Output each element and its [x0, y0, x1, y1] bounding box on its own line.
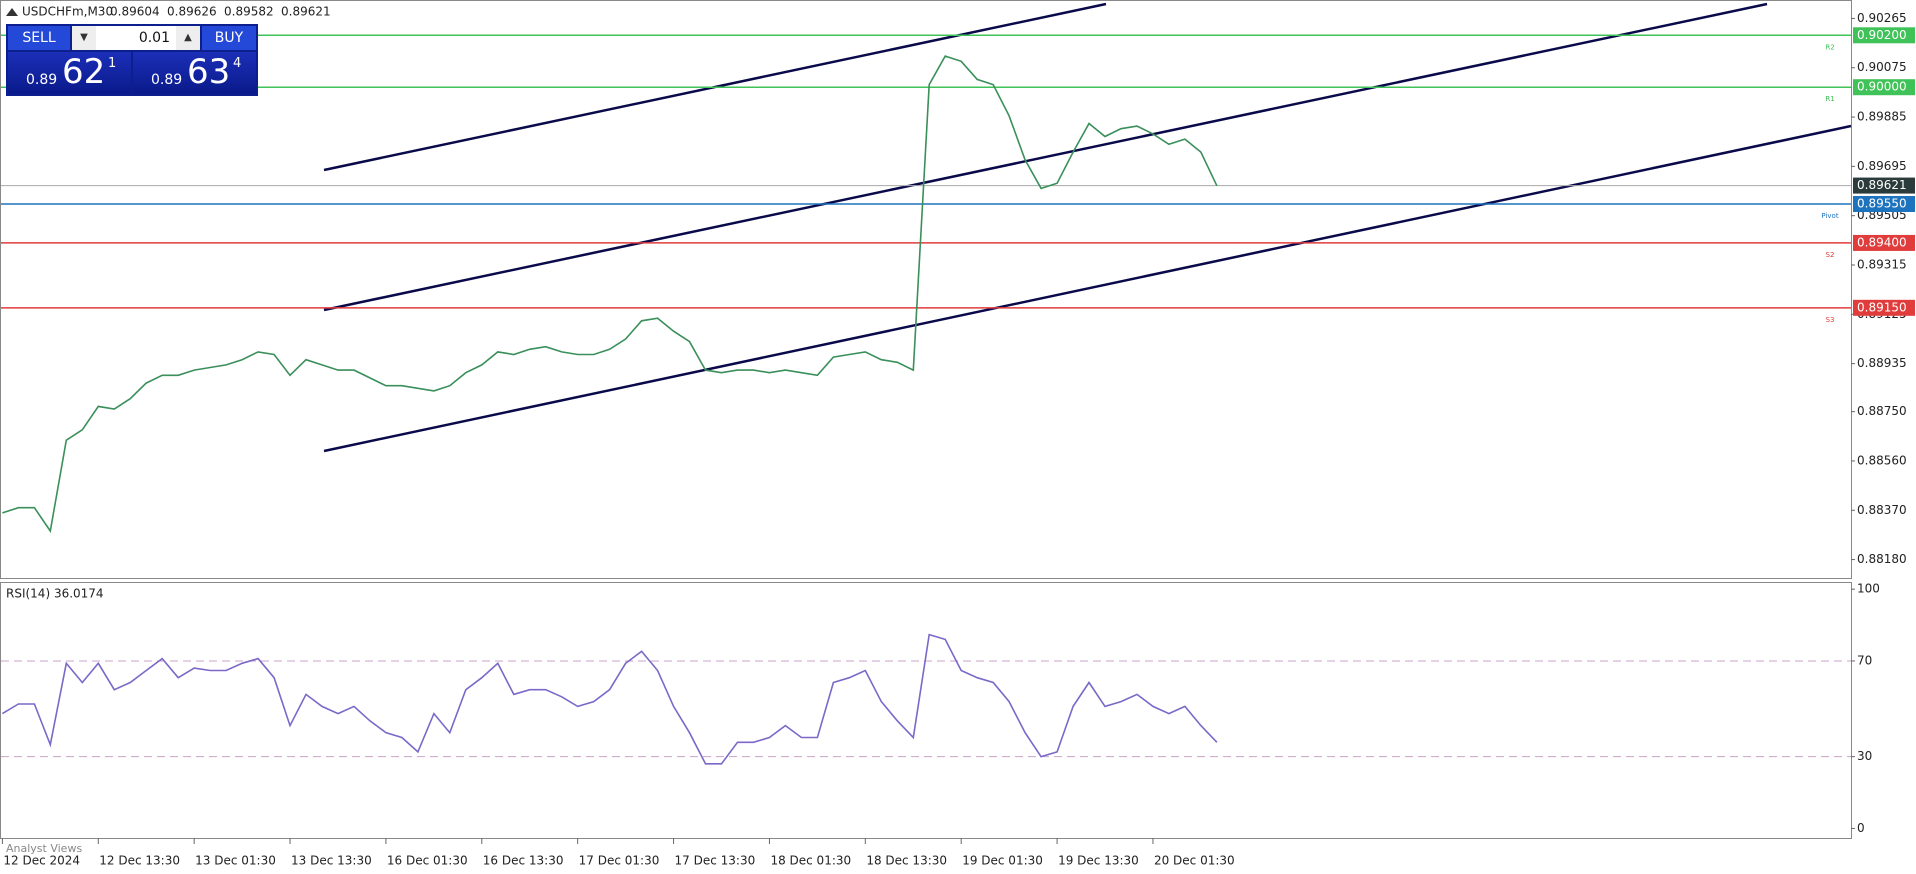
main-frame [0, 0, 1852, 579]
x-tick-label: 13 Dec 01:30 [195, 854, 276, 868]
y-tick-label: 70 [1857, 653, 1872, 667]
y-tick-label: 0.88180 [1857, 552, 1907, 566]
level-name: Pivot [1821, 212, 1838, 220]
bid-big: 62 [62, 52, 106, 92]
sell-button[interactable]: SELL [8, 26, 70, 50]
y-tick-label: 0 [1857, 821, 1865, 835]
level-box [1853, 79, 1915, 96]
level-label: 0.89550 [1857, 197, 1907, 211]
current-price-box [1853, 177, 1915, 194]
ohlc: 0.89582 [224, 5, 274, 19]
y-tick-label: 0.88750 [1857, 404, 1907, 418]
x-tick-label: 12 Dec 13:30 [99, 854, 180, 868]
x-tick-label: 19 Dec 13:30 [1058, 854, 1139, 868]
x-tick-label: 18 Dec 13:30 [866, 854, 947, 868]
y-tick-label: 100 [1857, 582, 1880, 596]
level-label: 0.90000 [1857, 80, 1907, 94]
bid-prefix: 0.89 [26, 72, 58, 88]
level-label: 0.89400 [1857, 235, 1907, 249]
ask-quote[interactable]: 0.89 63 4 [133, 52, 256, 94]
x-tick-label: 19 Dec 01:30 [962, 854, 1043, 868]
level-box [1853, 234, 1915, 251]
collapse-icon[interactable] [6, 8, 18, 16]
bid-quote[interactable]: 0.89 62 1 [8, 52, 131, 94]
level-box [1853, 299, 1915, 316]
level-name: R1 [1825, 95, 1834, 103]
y-tick-label: 30 [1857, 749, 1872, 763]
trend-line [323, 124, 1852, 453]
ask-prefix: 0.89 [151, 72, 183, 88]
x-tick-label: 13 Dec 13:30 [291, 854, 372, 868]
y-tick-label: 0.90265 [1857, 11, 1907, 25]
ask-sup: 4 [233, 56, 242, 71]
lot-down[interactable]: ▼ [72, 26, 96, 50]
level-name: S3 [1826, 316, 1835, 324]
symbol: USDCHFm,M30 [22, 5, 113, 19]
lot-up[interactable]: ▲ [176, 26, 200, 50]
trend-line [323, 2, 1768, 312]
y-tick-label: 0.88370 [1857, 503, 1907, 517]
y-tick-label: 0.88560 [1857, 453, 1907, 467]
x-tick-label: 20 Dec 01:30 [1154, 854, 1235, 868]
y-tick-label: 0.89695 [1857, 159, 1907, 173]
buy-button[interactable]: BUY [202, 26, 256, 50]
x-tick-label: 12 Dec 2024 [3, 854, 80, 868]
y-tick-label: 0.89315 [1857, 257, 1907, 271]
level-box [1853, 27, 1915, 44]
level-box [1853, 196, 1915, 212]
lot-input[interactable]: 0.01 [96, 26, 176, 50]
ohlc: 0.89626 [167, 5, 217, 19]
x-tick-label: 16 Dec 01:30 [387, 854, 468, 868]
level-name: R2 [1825, 43, 1834, 51]
y-tick-label: 0.89885 [1857, 110, 1907, 124]
ask-big: 63 [187, 52, 231, 92]
level-label: 0.89150 [1857, 300, 1907, 314]
y-tick-label: 0.90075 [1857, 60, 1907, 74]
ohlc: 0.89621 [281, 5, 331, 19]
level-name: S2 [1826, 251, 1835, 259]
tab[interactable]: Analyst Views [6, 842, 82, 855]
bid-sup: 1 [108, 56, 117, 71]
series-line [2, 55, 1218, 534]
x-tick-label: 17 Dec 01:30 [579, 854, 660, 868]
x-tick-label: 17 Dec 13:30 [675, 854, 756, 868]
level-label: 0.90200 [1857, 28, 1907, 42]
rsi-frame [0, 582, 1852, 839]
trade-panel: SELL ▼ 0.01 ▲ BUY 0.89 62 1 0.89 63 4 [6, 24, 258, 96]
x-tick-label: 16 Dec 13:30 [483, 854, 564, 868]
x-tick-label: 18 Dec 01:30 [770, 854, 851, 868]
y-tick-label: 0.88935 [1857, 356, 1907, 370]
rsi-title: RSI(14) 36.0174 [6, 587, 104, 601]
ohlc: 0.89604 [110, 5, 160, 19]
series-line [1, 633, 1218, 765]
current-price-label: 0.89621 [1857, 178, 1907, 192]
